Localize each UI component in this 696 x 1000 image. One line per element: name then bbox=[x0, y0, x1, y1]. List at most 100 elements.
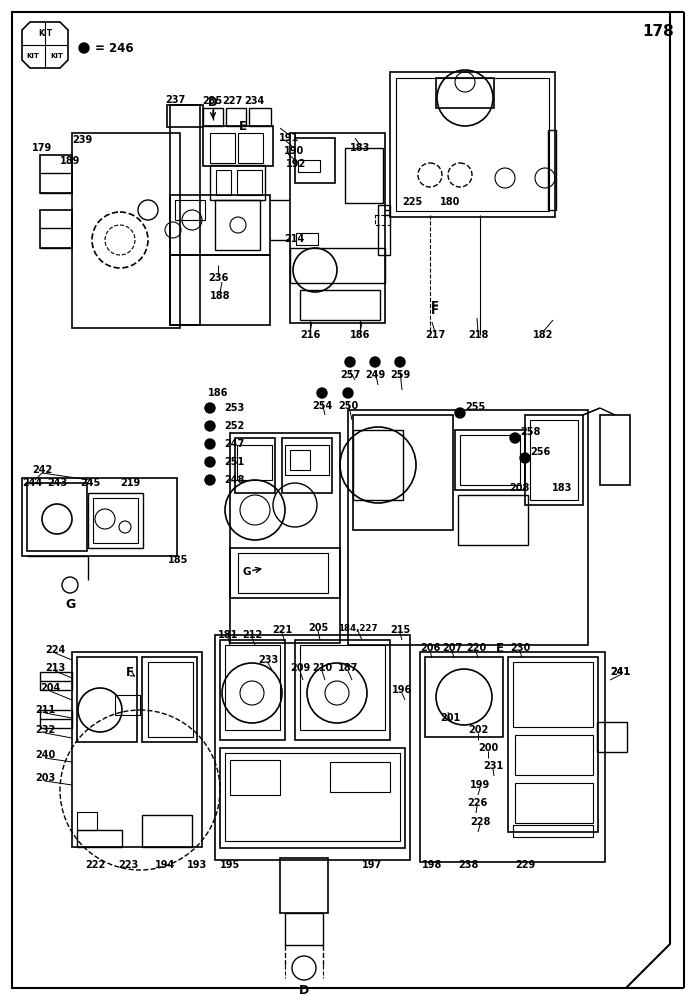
Text: 223: 223 bbox=[118, 860, 138, 870]
Text: 196: 196 bbox=[392, 685, 412, 695]
Bar bbox=[330, 762, 390, 792]
Bar bbox=[513, 662, 593, 727]
Text: 240: 240 bbox=[35, 750, 55, 760]
Bar bbox=[353, 415, 453, 530]
Bar bbox=[525, 415, 583, 505]
Text: 188: 188 bbox=[209, 291, 230, 301]
Bar bbox=[296, 233, 318, 245]
Bar bbox=[72, 133, 180, 328]
Text: 183: 183 bbox=[552, 483, 572, 493]
Text: 224: 224 bbox=[45, 645, 65, 655]
Text: 221: 221 bbox=[272, 625, 292, 635]
Text: 231: 231 bbox=[483, 761, 503, 771]
Text: 201: 201 bbox=[440, 713, 460, 723]
Text: 226: 226 bbox=[467, 798, 487, 808]
Bar bbox=[215, 200, 260, 250]
Text: 187: 187 bbox=[338, 663, 358, 673]
Text: 197: 197 bbox=[362, 860, 382, 870]
Bar bbox=[175, 200, 205, 220]
Bar bbox=[203, 108, 223, 126]
Bar bbox=[378, 205, 390, 255]
Text: 241: 241 bbox=[610, 667, 630, 677]
Text: E: E bbox=[239, 119, 247, 132]
Text: 234: 234 bbox=[244, 96, 264, 106]
Bar bbox=[220, 748, 405, 848]
Text: 233: 233 bbox=[258, 655, 278, 665]
Bar bbox=[290, 248, 385, 283]
Bar bbox=[215, 635, 410, 860]
Bar bbox=[210, 165, 265, 200]
Bar bbox=[40, 155, 72, 193]
Bar bbox=[290, 450, 310, 470]
Bar bbox=[238, 133, 263, 163]
Bar bbox=[142, 815, 192, 847]
Text: 204: 204 bbox=[40, 683, 60, 693]
Text: 180: 180 bbox=[440, 197, 460, 207]
Text: F: F bbox=[126, 666, 134, 678]
Text: F: F bbox=[431, 300, 439, 312]
Text: 194: 194 bbox=[155, 860, 175, 870]
Bar bbox=[225, 753, 400, 841]
Bar bbox=[40, 672, 72, 690]
Bar bbox=[77, 812, 97, 830]
Bar bbox=[420, 652, 605, 862]
Bar bbox=[460, 435, 520, 485]
Bar bbox=[285, 445, 329, 475]
Bar bbox=[295, 138, 335, 183]
Bar bbox=[40, 210, 72, 248]
Bar bbox=[22, 478, 177, 556]
Bar bbox=[167, 105, 203, 127]
Circle shape bbox=[520, 453, 530, 463]
Bar bbox=[216, 170, 231, 195]
Bar bbox=[238, 553, 328, 593]
Bar bbox=[280, 858, 328, 913]
Bar bbox=[210, 133, 235, 163]
Text: 227: 227 bbox=[222, 96, 242, 106]
Circle shape bbox=[343, 388, 353, 398]
Text: KIT: KIT bbox=[38, 29, 52, 38]
Bar bbox=[226, 108, 246, 126]
Bar bbox=[225, 645, 280, 730]
Bar bbox=[285, 913, 323, 945]
Text: 206: 206 bbox=[420, 643, 440, 653]
Text: 252: 252 bbox=[224, 421, 244, 431]
Text: E: E bbox=[496, 642, 504, 654]
Text: 199: 199 bbox=[470, 780, 490, 790]
Bar bbox=[27, 483, 87, 551]
Bar bbox=[249, 108, 271, 126]
Text: 183: 183 bbox=[350, 143, 370, 153]
Bar bbox=[390, 72, 555, 217]
Bar bbox=[230, 760, 280, 795]
Text: 220: 220 bbox=[466, 643, 486, 653]
Text: 232: 232 bbox=[35, 725, 55, 735]
Text: 251: 251 bbox=[224, 457, 244, 467]
Text: 210: 210 bbox=[312, 663, 332, 673]
Text: 254: 254 bbox=[312, 401, 332, 411]
Text: 218: 218 bbox=[468, 330, 488, 340]
Circle shape bbox=[205, 475, 215, 485]
Circle shape bbox=[370, 357, 380, 367]
Text: 248: 248 bbox=[224, 475, 244, 485]
Bar bbox=[396, 78, 549, 211]
Bar bbox=[40, 710, 72, 728]
Bar bbox=[170, 105, 200, 325]
Bar bbox=[600, 415, 630, 485]
Text: 193: 193 bbox=[187, 860, 207, 870]
Text: 259: 259 bbox=[390, 370, 410, 380]
Text: 200: 200 bbox=[478, 743, 498, 753]
Text: 238: 238 bbox=[458, 860, 478, 870]
Text: 236: 236 bbox=[208, 273, 228, 283]
Circle shape bbox=[205, 439, 215, 449]
Text: 207: 207 bbox=[442, 643, 462, 653]
Bar bbox=[425, 657, 503, 737]
Text: = 246: = 246 bbox=[95, 41, 134, 54]
Text: 208: 208 bbox=[509, 483, 529, 493]
Text: 202: 202 bbox=[468, 725, 488, 735]
Text: 253: 253 bbox=[224, 403, 244, 413]
Text: D: D bbox=[208, 96, 218, 108]
Text: 195: 195 bbox=[220, 860, 240, 870]
Text: 203: 203 bbox=[35, 773, 55, 783]
Text: 237: 237 bbox=[165, 95, 185, 105]
Circle shape bbox=[345, 357, 355, 367]
Text: G: G bbox=[243, 567, 251, 577]
